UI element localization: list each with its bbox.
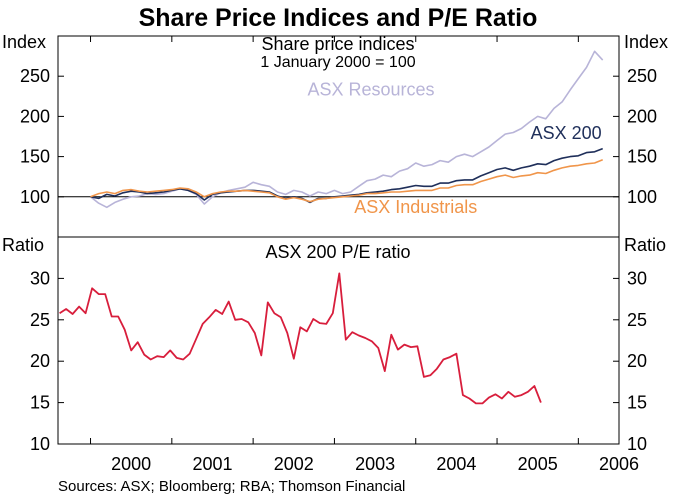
ratio-tick-label-right: 10	[627, 434, 647, 454]
x-tick-label: 2000	[111, 454, 151, 474]
ratio-tick-label-left: 25	[30, 310, 50, 330]
ratio-tick-label-left: 15	[30, 393, 50, 413]
ratio-tick-label-right: 15	[627, 393, 647, 413]
ratio-tick-label-left: 20	[30, 351, 50, 371]
x-tick-label: 2001	[192, 454, 232, 474]
ratio-tick-label-left: 10	[30, 434, 50, 454]
index-tick-label-right: 200	[627, 106, 657, 126]
index-tick-label-left: 150	[20, 147, 50, 167]
ratio-unit-left: Ratio	[2, 235, 44, 255]
series-label-asx-industrials: ASX Industrials	[354, 197, 477, 217]
series-line-asx-industrials	[90, 159, 603, 203]
index-tick-label-left: 250	[20, 66, 50, 86]
plot-frame	[57, 35, 620, 445]
x-tick-label: 2002	[274, 454, 314, 474]
index-tick-label-right: 250	[627, 66, 657, 86]
ratio-tick-label-left: 30	[30, 268, 50, 288]
index-panel-subtitle: 1 January 2000 = 100	[260, 54, 415, 71]
source-note: Sources: ASX; Bloomberg; RBA; Thomson Fi…	[58, 478, 405, 495]
x-tick-label: 2006	[599, 454, 639, 474]
index-unit-right: Index	[624, 32, 668, 52]
index-panel-title: Share price indices	[261, 34, 414, 54]
series-label-asx-200: ASX 200	[531, 123, 602, 143]
index-tick-label-left: 200	[20, 106, 50, 126]
pe-panel: ASX 200 P/E ratio Ratio Ratio 10 10 15 15 20…	[2, 36, 666, 474]
series-label-asx-resources: ASX Resources	[307, 79, 434, 99]
x-tick-label: 2005	[518, 454, 558, 474]
ratio-tick-label-right: 20	[627, 351, 647, 371]
ratio-tick-label-right: 25	[627, 310, 647, 330]
index-tick-label-right: 100	[627, 187, 657, 207]
series-line-pe-ratio	[59, 272, 542, 405]
chart-title: Share Price Indices and P/E Ratio	[139, 4, 538, 32]
pe-panel-title: ASX 200 P/E ratio	[265, 242, 410, 262]
index-tick-label-left: 100	[20, 187, 50, 207]
index-panel: Share price indices 1 January 2000 = 100…	[2, 32, 668, 217]
x-tick-label: 2003	[355, 454, 395, 474]
ratio-tick-label-right: 30	[627, 268, 647, 288]
ratio-unit-right: Ratio	[624, 235, 666, 255]
series-line-asx-resources	[90, 50, 604, 209]
index-unit-left: Index	[2, 32, 46, 52]
x-tick-label: 2004	[436, 454, 476, 474]
index-tick-label-right: 150	[627, 147, 657, 167]
